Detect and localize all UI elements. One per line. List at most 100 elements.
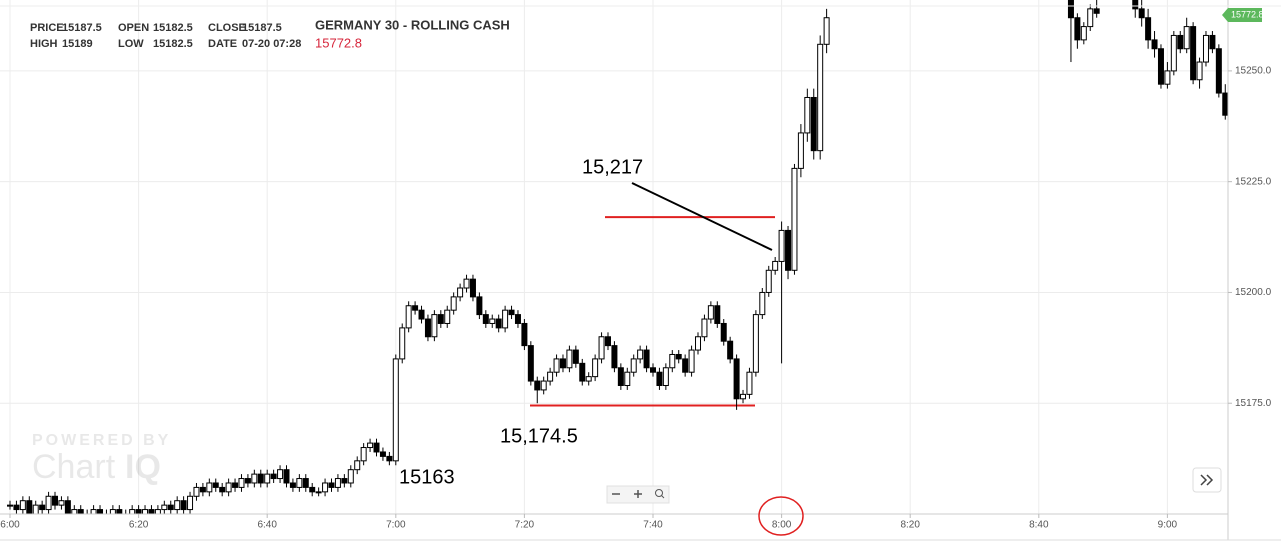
- candle-body: [746, 371, 753, 395]
- last-price-box: [1222, 8, 1262, 22]
- candle-body: [367, 442, 374, 449]
- candle-body: [39, 504, 46, 511]
- candle-body: [334, 478, 341, 488]
- candle-body: [289, 482, 296, 488]
- quote-value: 07-20 07:28: [242, 38, 301, 50]
- candle-body: [116, 509, 123, 514]
- candle-body: [682, 358, 689, 373]
- candle-body: [64, 500, 71, 514]
- candle-body: [341, 478, 348, 484]
- candle-body: [26, 500, 33, 514]
- candle-body: [688, 349, 695, 373]
- candle-body: [752, 314, 759, 373]
- candle-body: [424, 318, 431, 338]
- candle-body: [232, 482, 239, 488]
- candle-body: [720, 322, 727, 342]
- last-price-tag: 15772.8: [1222, 8, 1264, 22]
- x-tick-label: 6:40: [257, 520, 277, 531]
- scroll-icon: [1200, 474, 1214, 486]
- candle-body: [514, 314, 521, 324]
- zoom-reset[interactable]: [661, 495, 665, 499]
- y-tick-label: 15225.0: [1235, 176, 1272, 187]
- candle-body: [637, 349, 644, 360]
- candle-body: [1080, 26, 1087, 41]
- x-tick-label: 7:20: [515, 520, 535, 531]
- quote-label: DATE: [208, 38, 237, 50]
- candle-body: [727, 340, 734, 360]
- candle-body: [19, 500, 26, 511]
- candle-body: [772, 260, 779, 271]
- y-tick-label: 15200.0: [1235, 287, 1272, 298]
- quote-value: 15182.5: [153, 22, 193, 34]
- candle-body: [733, 358, 740, 400]
- candle-body: [1215, 48, 1222, 94]
- last-price: 15772.8: [1231, 9, 1264, 19]
- chart-title: GERMANY 30 - ROLLING CASH: [315, 17, 510, 32]
- candle-body: [1087, 8, 1094, 28]
- x-tick-label: 9:00: [1158, 520, 1178, 531]
- candle-body: [148, 509, 155, 514]
- zoom-reset[interactable]: [655, 489, 663, 497]
- candle-body: [675, 353, 682, 360]
- x-tick-label: 6:20: [129, 520, 149, 531]
- candle-body: [1138, 8, 1145, 19]
- candle-body: [142, 509, 149, 514]
- candle-body: [399, 327, 406, 360]
- candle-body: [431, 314, 438, 338]
- candle-body: [418, 309, 425, 320]
- candle-body: [592, 358, 599, 378]
- x-tick-label: 7:00: [386, 520, 406, 531]
- candle-body: [45, 495, 52, 511]
- zoom-controls[interactable]: [606, 485, 670, 504]
- candle-body: [476, 296, 483, 316]
- candle-body: [797, 132, 804, 169]
- candle-body: [579, 362, 586, 382]
- candle-body: [225, 482, 232, 493]
- candle-body: [437, 314, 444, 324]
- candle-body: [322, 482, 329, 493]
- candle-body: [1145, 17, 1152, 41]
- candle-body: [759, 291, 766, 316]
- candle-body: [257, 473, 264, 484]
- quote-value: 15187.5: [62, 22, 102, 34]
- candle-body: [264, 473, 271, 484]
- watermark-text: Chart: [32, 448, 116, 486]
- candle-body: [360, 447, 367, 462]
- plot: [7, 0, 1228, 514]
- candle-body: [392, 358, 399, 462]
- candle-body: [405, 305, 412, 329]
- candle-body: [13, 504, 20, 511]
- grid: [0, 0, 1228, 514]
- candle-body: [238, 478, 245, 488]
- candle-body: [669, 353, 676, 369]
- candle-body: [302, 478, 309, 488]
- scroll-button[interactable]: [1192, 467, 1222, 493]
- candle-body: [1209, 34, 1216, 50]
- candle-body: [489, 318, 496, 324]
- candle-body: [167, 504, 174, 511]
- candle-body: [547, 371, 554, 382]
- candle-body: [804, 96, 811, 134]
- candle-body: [135, 509, 142, 514]
- candle-body: [765, 269, 772, 293]
- candle-body: [521, 322, 528, 347]
- candle-body: [58, 500, 65, 506]
- candle-body: [219, 486, 226, 493]
- candle-body: [328, 482, 335, 488]
- watermark-text: POWERED BY: [32, 432, 171, 449]
- candle-body: [444, 309, 451, 324]
- watermark: POWERED BY Chart IQ: [32, 432, 171, 486]
- quote-value: 15182.5: [153, 38, 193, 50]
- candle-body: [1067, 0, 1074, 19]
- candle-body: [469, 278, 476, 298]
- quote-value: 15189: [62, 38, 93, 50]
- candle-body: [244, 478, 251, 484]
- candle-body: [109, 509, 116, 514]
- candle-body: [508, 309, 515, 316]
- candle-body: [463, 278, 470, 289]
- candle-body: [180, 500, 187, 511]
- highlight-circle: [758, 496, 804, 536]
- quote-label: HIGH: [30, 38, 58, 50]
